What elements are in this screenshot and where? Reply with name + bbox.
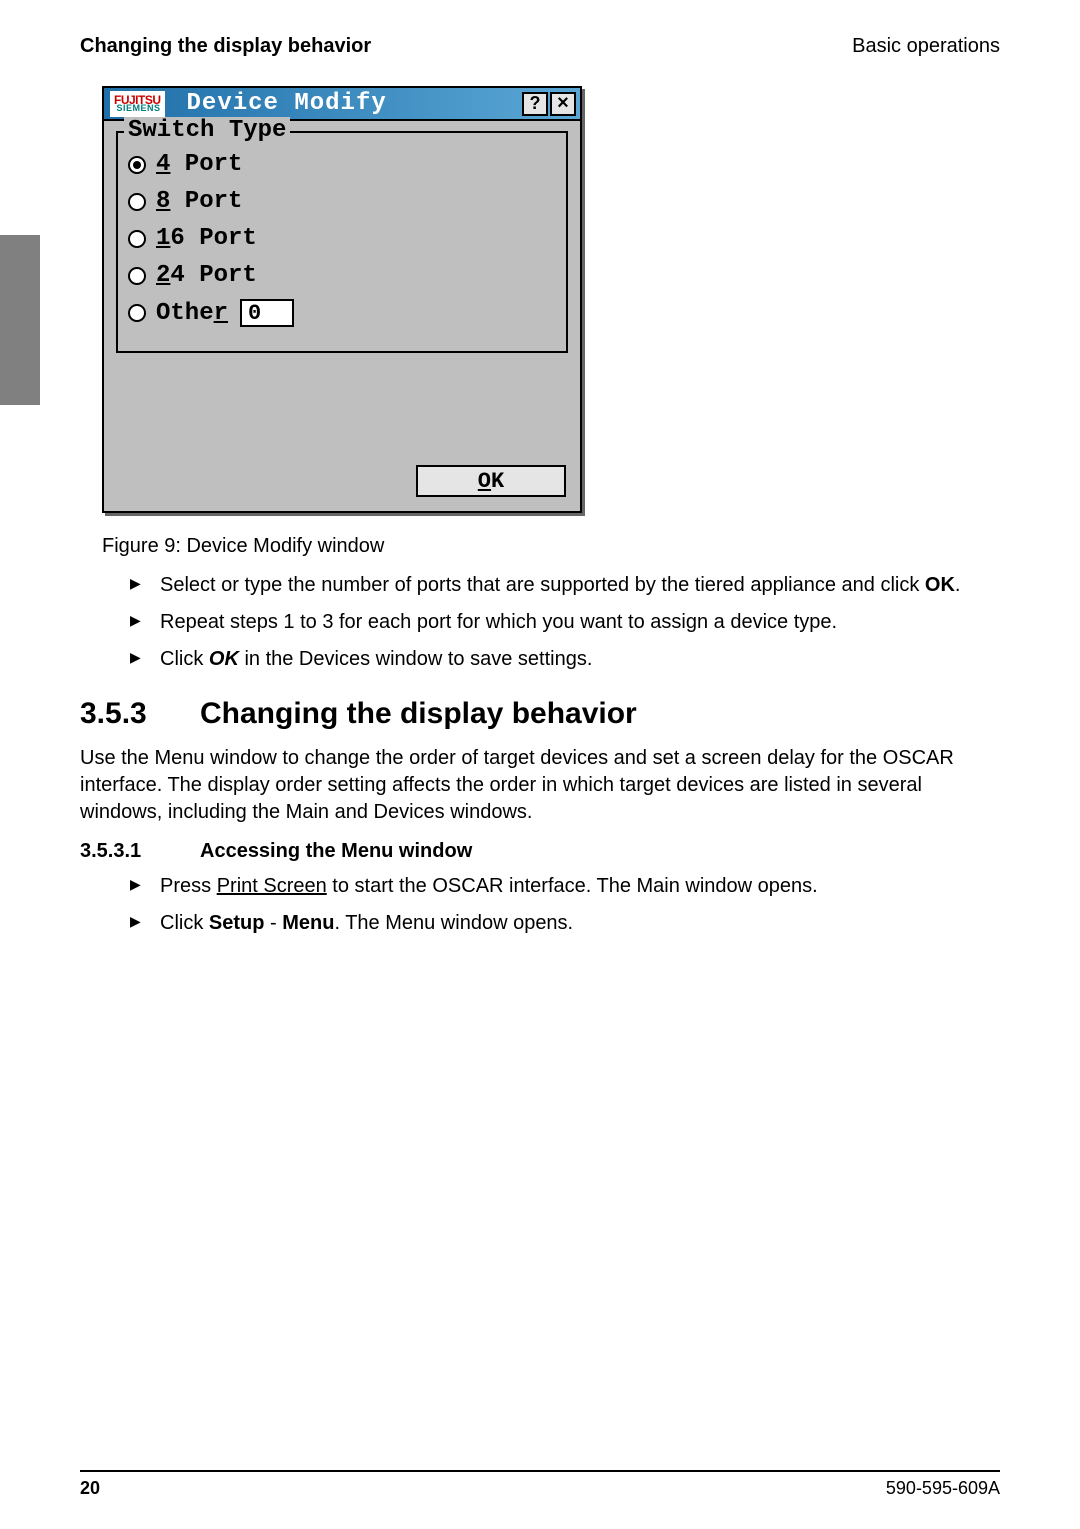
instruction-list-2: Press Print Screen to start the OSCAR in… [130,873,1000,937]
figure-caption: Figure 9: Device Modify window [102,535,1000,558]
list-item: Click Setup - Menu. The Menu window open… [130,910,1000,937]
radio-4-port[interactable] [128,156,146,174]
radio-4-port-label: 4 Port [156,151,242,178]
section-number: 3.5.3 [80,697,200,731]
list-item: Press Print Screen to start the OSCAR in… [130,873,1000,900]
switch-type-legend: Switch Type [124,117,290,144]
radio-8-port[interactable] [128,193,146,211]
radio-8-port-label: 8 Port [156,188,242,215]
section-paragraph: Use the Menu window to change the order … [80,745,1000,826]
subsection-title: Accessing the Menu window [200,840,472,863]
header-chapter: Basic operations [852,35,1000,58]
radio-other-label: Other [156,300,228,327]
radio-16-port-label: 16 Port [156,225,257,252]
page-footer: 20 590-595-609A [80,1470,1000,1499]
list-item: Repeat steps 1 to 3 for each port for wh… [130,609,1000,636]
ok-button[interactable]: OK [416,465,566,497]
help-button[interactable]: ? [522,92,548,116]
radio-16-port[interactable] [128,230,146,248]
page-side-tab [0,235,40,405]
other-port-input[interactable] [240,299,294,327]
subsection-number: 3.5.3.1 [80,840,200,863]
switch-type-group: Switch Type 4 Port 8 Port 16 Port 24 Por… [116,131,568,353]
section-title: Changing the display behavior [200,697,637,731]
document-id: 590-595-609A [886,1478,1000,1499]
radio-24-port-label: 24 Port [156,262,257,289]
radio-other[interactable] [128,304,146,322]
instruction-list-1: Select or type the number of ports that … [130,572,1000,673]
fujitsu-siemens-logo: FUJITSU SIEMENS [110,91,165,117]
radio-24-port[interactable] [128,267,146,285]
page-header: Changing the display behavior Basic oper… [80,35,1000,58]
close-button[interactable]: × [550,92,576,116]
list-item: Click OK in the Devices window to save s… [130,646,1000,673]
list-item: Select or type the number of ports that … [130,572,1000,599]
page-number: 20 [80,1478,100,1499]
section-heading: 3.5.3 Changing the display behavior [80,697,1000,731]
dialog-title: Device Modify [187,90,520,117]
subsection-heading: 3.5.3.1 Accessing the Menu window [80,840,1000,863]
header-section-title: Changing the display behavior [80,35,371,58]
device-modify-dialog: FUJITSU SIEMENS Device Modify ? × Switch… [102,86,582,513]
